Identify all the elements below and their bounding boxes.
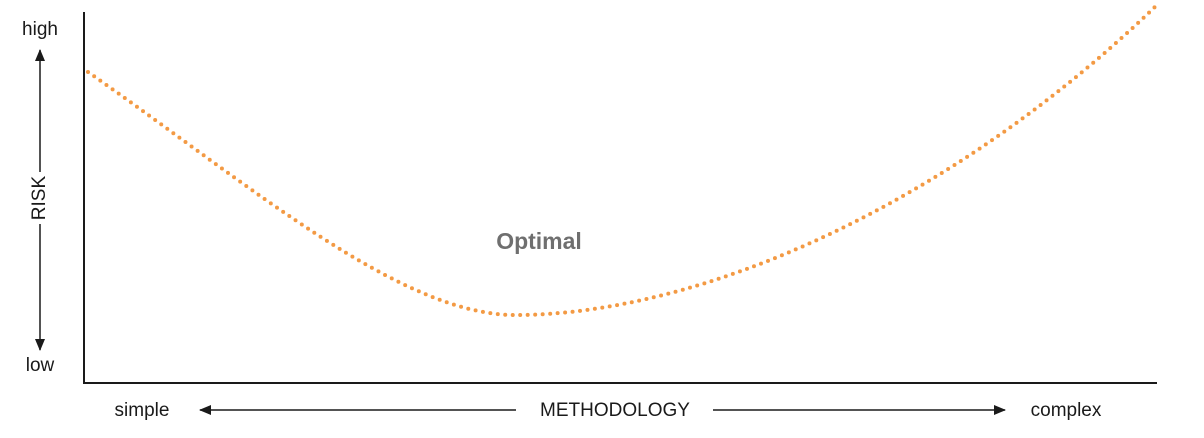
y-low-label: low	[26, 355, 55, 376]
y-high-label: high	[22, 19, 58, 40]
x-high-label: complex	[1031, 400, 1102, 421]
optimal-annotation: Optimal	[496, 228, 582, 254]
x-low-label: simple	[115, 400, 170, 421]
y-axis-title: RISK	[29, 176, 50, 221]
risk-curve	[86, 3, 1159, 318]
x-axis-title: METHODOLOGY	[540, 400, 690, 421]
